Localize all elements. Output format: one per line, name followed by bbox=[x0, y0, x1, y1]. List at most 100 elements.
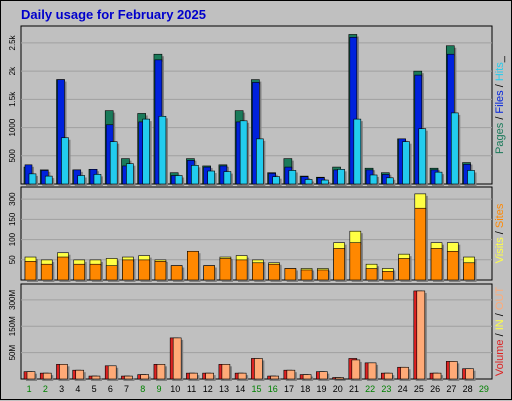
bar-sites bbox=[187, 250, 199, 281]
bar-volume-out bbox=[107, 365, 117, 380]
bar-volume-out bbox=[156, 364, 166, 380]
bar-hits bbox=[174, 175, 183, 185]
chart-title: Daily usage for February 2025 bbox=[21, 7, 206, 22]
bar-volume-out bbox=[205, 372, 214, 380]
legend-part: IN bbox=[494, 319, 506, 330]
y-tick-label: 500 bbox=[8, 149, 17, 163]
y-tick-label: 1000 bbox=[8, 118, 17, 136]
legend-part: Visits bbox=[494, 237, 506, 264]
legend-part: Pages bbox=[494, 122, 506, 154]
y-tick-label: 300M bbox=[8, 289, 17, 309]
y-tick-label: 50M bbox=[8, 344, 17, 360]
y-tick-label: 100 bbox=[8, 232, 17, 246]
day-label: 28 bbox=[463, 384, 473, 394]
bar-volume-out bbox=[432, 372, 442, 380]
y-tick-label: 50 bbox=[8, 255, 17, 264]
y-tick-label: 2k bbox=[8, 66, 17, 75]
bar-hits bbox=[239, 120, 248, 185]
day-label: 12 bbox=[203, 384, 213, 394]
bar-hits bbox=[450, 112, 459, 185]
day-label: 3 bbox=[59, 384, 64, 394]
bar-volume-out bbox=[400, 366, 409, 380]
bar-volume-out bbox=[237, 372, 247, 380]
bar-volume-out bbox=[448, 361, 458, 380]
legend-pages-files-hits: Pages / Files / Hits_ bbox=[494, 55, 506, 154]
day-label: 2 bbox=[43, 384, 48, 394]
bar-sites bbox=[105, 265, 118, 281]
bar-hits bbox=[158, 115, 167, 185]
bar-volume-out bbox=[270, 375, 279, 380]
bar-sites bbox=[154, 261, 167, 281]
bar-hits bbox=[44, 175, 53, 185]
bar-sites bbox=[138, 259, 150, 281]
legend-volume-in-out: Volume / IN / OUT bbox=[494, 287, 506, 377]
day-label: 9 bbox=[157, 384, 162, 394]
bar-hits bbox=[223, 171, 232, 185]
day-label: 13 bbox=[219, 384, 229, 394]
bar-volume-out bbox=[26, 371, 36, 380]
legend-visits-sites: Visits / Sites bbox=[494, 203, 506, 263]
bar-sites bbox=[89, 263, 102, 281]
bar-volume-out bbox=[351, 359, 361, 380]
bar-sites bbox=[235, 259, 248, 281]
day-label: 1 bbox=[27, 384, 32, 394]
legend-part: Sites bbox=[494, 203, 506, 228]
bar-volume-out bbox=[465, 368, 474, 380]
bar-sites bbox=[170, 265, 183, 281]
bar-files bbox=[252, 82, 260, 185]
day-label: 14 bbox=[235, 384, 245, 394]
legend-part: / bbox=[494, 81, 506, 90]
bar-sites bbox=[382, 271, 394, 281]
legend-part: / bbox=[494, 330, 506, 339]
bar-sites bbox=[414, 207, 427, 281]
day-label: 19 bbox=[316, 384, 326, 394]
bar-sites bbox=[284, 268, 297, 281]
day-label: 11 bbox=[187, 384, 196, 394]
bar-volume-out bbox=[124, 375, 133, 380]
bar-hits bbox=[28, 173, 37, 185]
bar-volume-out bbox=[416, 290, 426, 380]
bar-volume-out bbox=[367, 362, 377, 380]
bar-hits bbox=[386, 177, 394, 185]
bar-sites bbox=[219, 258, 232, 281]
bar-hits bbox=[77, 175, 86, 185]
bar-hits bbox=[288, 170, 297, 185]
day-label: 20 bbox=[333, 384, 343, 394]
day-label: 4 bbox=[75, 384, 80, 394]
day-label: 21 bbox=[349, 384, 359, 394]
bar-sites bbox=[463, 262, 475, 281]
bar-volume-out bbox=[59, 364, 68, 380]
bar-hits bbox=[61, 137, 69, 185]
day-label: 7 bbox=[124, 384, 129, 394]
bar-sites bbox=[300, 269, 313, 281]
bar-sites bbox=[73, 263, 86, 281]
bar-sites bbox=[268, 263, 280, 281]
bar-hits bbox=[191, 165, 199, 185]
legend-part: OUT bbox=[494, 287, 506, 311]
bar-volume-out bbox=[319, 371, 328, 380]
bar-hits bbox=[207, 170, 215, 185]
bar-sites bbox=[430, 248, 443, 281]
bar-hits bbox=[93, 174, 102, 185]
day-label: 6 bbox=[108, 384, 113, 394]
bar-sites bbox=[24, 261, 37, 281]
legend-part: / bbox=[494, 114, 506, 123]
day-label: 17 bbox=[284, 384, 294, 394]
bar-volume-out bbox=[254, 358, 263, 380]
bar-volume-out bbox=[302, 374, 312, 380]
y-tick-label: 300 bbox=[8, 192, 17, 206]
y-tick-label: 2.5k bbox=[8, 34, 17, 50]
bar-hits bbox=[272, 176, 280, 185]
bar-hits bbox=[142, 118, 150, 185]
bar-sites bbox=[122, 259, 134, 281]
bar-hits bbox=[109, 141, 118, 185]
bar-hits bbox=[369, 174, 378, 185]
bar-volume-out bbox=[75, 369, 85, 380]
bar-sites bbox=[365, 268, 378, 281]
day-label: 8 bbox=[140, 384, 145, 394]
day-label: 15 bbox=[251, 384, 261, 394]
bar-sites bbox=[203, 265, 215, 281]
legend-part: Files bbox=[494, 90, 506, 114]
bar-sites bbox=[398, 258, 410, 281]
